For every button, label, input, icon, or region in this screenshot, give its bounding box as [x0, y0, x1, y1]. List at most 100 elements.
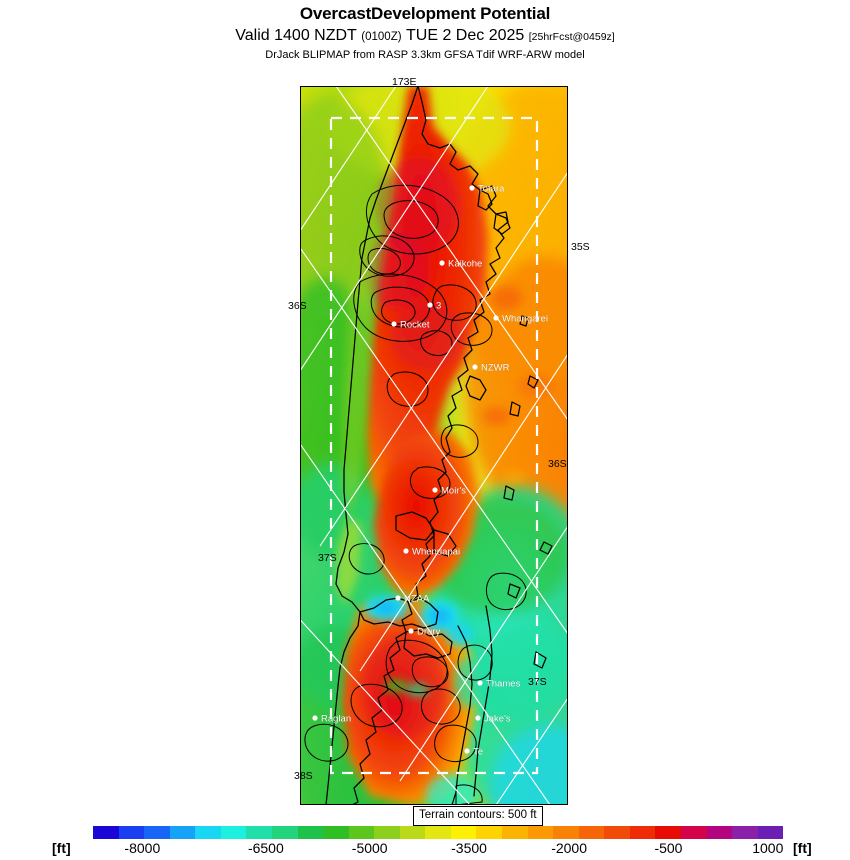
map-raster-layer [300, 86, 568, 805]
city-dot [408, 628, 414, 634]
colorbar-swatch-5 [220, 826, 247, 839]
colorbar-tick-2: -5000 [351, 840, 388, 856]
city-label: Drury [417, 627, 440, 638]
colorbar-swatch-4 [195, 826, 221, 839]
city-dot [477, 680, 483, 686]
city-label: Te [473, 747, 483, 758]
city-dot [427, 302, 433, 308]
city-dot [403, 548, 409, 554]
colorbar-swatch-19 [578, 826, 605, 839]
geo-tick-173e-0: 173E [392, 76, 417, 88]
colorbar-tick-labels: -8000-6500-5000-3500-2000-50010002500 [93, 840, 783, 860]
city-dot [432, 487, 438, 493]
colorbar-swatch-6 [246, 826, 272, 839]
city-label: Moir's [441, 486, 466, 497]
city-marker-totara[interactable]: Totara [469, 183, 505, 195]
colorbar-tick-1: -6500 [247, 840, 284, 856]
colorbar-swatch-20 [604, 826, 630, 839]
colorbar-swatch-15 [476, 826, 502, 839]
colorbar-swatch-1 [118, 826, 145, 839]
colorbar-swatch-9 [323, 826, 349, 839]
city-marker-whangarei[interactable]: Whangarei [493, 313, 548, 325]
geo-tick-35s-1: 35S [571, 241, 590, 253]
city-dot [475, 715, 481, 721]
colorbar-swatch-22 [655, 826, 681, 839]
geo-tick-36s-2: 36S [288, 300, 307, 312]
city-label: Raglan [321, 714, 351, 725]
city-marker-nzwr[interactable]: NZWR [472, 362, 510, 374]
city-dot [312, 715, 318, 721]
map-border [300, 86, 568, 805]
colorbar-tick-6: 1000 [752, 840, 784, 856]
colorbar-swatch-17 [527, 826, 554, 839]
city-label: NZAA [404, 594, 430, 605]
model-line: DrJack BLIPMAP from RASP 3.3km GFSA Tdif… [265, 49, 585, 61]
colorbar-swatch-0 [93, 826, 119, 839]
city-dot [472, 364, 478, 370]
city-marker-thames[interactable]: Thames [477, 678, 521, 690]
colorbar-swatch-21 [629, 826, 656, 839]
geo-tick-37s-5: 37S [528, 676, 547, 688]
colorbar-swatch-11 [374, 826, 400, 839]
city-marker-rocket[interactable]: Rocket [391, 319, 430, 331]
city-marker-whenuapai[interactable]: Whenuapai [403, 546, 460, 558]
city-marker-jake-s[interactable]: Jake's [475, 713, 511, 725]
city-label: Whangarei [502, 314, 548, 325]
colorbar-tick-0: -8000 [124, 840, 161, 856]
colorbar-swatch-7 [271, 826, 298, 839]
city-dot [464, 748, 470, 754]
geo-tick-37s-4: 37S [318, 552, 337, 564]
colorbar-unit-left: [ft] [52, 840, 71, 856]
valid-time-line: Valid 1400 NZDT (0100Z) TUE 2 Dec 2025 [… [0, 25, 850, 48]
city-label: Thames [486, 679, 521, 690]
city-marker-moir-s[interactable]: Moir's [432, 485, 466, 497]
colorbar-swatch-23 [680, 826, 707, 839]
city-label: NZWR [481, 363, 510, 374]
city-dot [391, 321, 397, 327]
colorbar-swatch-2 [144, 826, 170, 839]
map-canvas[interactable]: Totara Kaikohe 3 Rocket Whangarei NZWR Moir's W… [300, 86, 568, 805]
colorbar-legend: [ft] -8000-6500-5000-3500-2000-500100025… [0, 824, 850, 860]
city-marker-kaikohe[interactable]: Kaikohe [439, 258, 483, 270]
city-marker-drury[interactable]: Drury [408, 626, 441, 638]
city-marker-nzaa[interactable]: NZAA [395, 593, 430, 605]
colorbar-swatch-26 [757, 826, 784, 839]
city-label: Totara [478, 184, 505, 195]
city-label: Jake's [484, 714, 511, 725]
city-dot [395, 595, 401, 601]
colorbar-tick-5: -500 [654, 840, 683, 856]
page-title: OvercastDevelopment Potential [299, 4, 551, 23]
colorbar-swatch-18 [553, 826, 579, 839]
colorbar-swatch-24 [706, 826, 733, 839]
lat-lon-grid [300, 86, 568, 805]
chart-header: OvercastDevelopment Potential Valid 1400… [0, 0, 850, 62]
domain-boundary-box [329, 116, 539, 775]
colorbar-swatch-25 [732, 826, 758, 839]
colorbar-swatch-8 [297, 826, 324, 839]
colorbar-swatch-14 [450, 826, 477, 839]
colorbar-swatch-10 [348, 826, 375, 839]
city-label: 3 [436, 301, 441, 312]
city-marker-raglan[interactable]: Raglan [312, 713, 351, 725]
colorbar-unit-right: [ft] [793, 840, 812, 856]
valid-date: TUE 2 Dec 2025 [406, 27, 525, 44]
colorbar-swatch-13 [425, 826, 451, 839]
colorbar-gradient [93, 826, 784, 839]
valid-utc: (0100Z) [361, 31, 402, 43]
terrain-contour-note: Terrain contours: 500 ft [413, 806, 543, 826]
city-marker-te[interactable]: Te [464, 746, 483, 758]
colorbar-tick-3: -3500 [451, 840, 487, 856]
valid-prefix: Valid 1400 NZDT [235, 27, 357, 44]
coastline [325, 86, 553, 805]
colorbar-tick-4: -2000 [551, 840, 587, 856]
city-dot [469, 185, 475, 191]
forecast-tag: [25hrFcst@0459z] [528, 31, 615, 43]
colorbar-swatch-3 [169, 826, 196, 839]
city-dot [493, 315, 499, 321]
geo-tick-38s-6: 38S [294, 770, 313, 782]
colorbar-swatch-12 [399, 826, 426, 839]
city-label: Rocket [400, 320, 430, 331]
city-label: Kaikohe [448, 259, 482, 270]
city-marker-3[interactable]: 3 [427, 300, 441, 312]
forecast-map[interactable]: Totara Kaikohe 3 Rocket Whangarei NZWR Moir's W… [300, 86, 568, 805]
